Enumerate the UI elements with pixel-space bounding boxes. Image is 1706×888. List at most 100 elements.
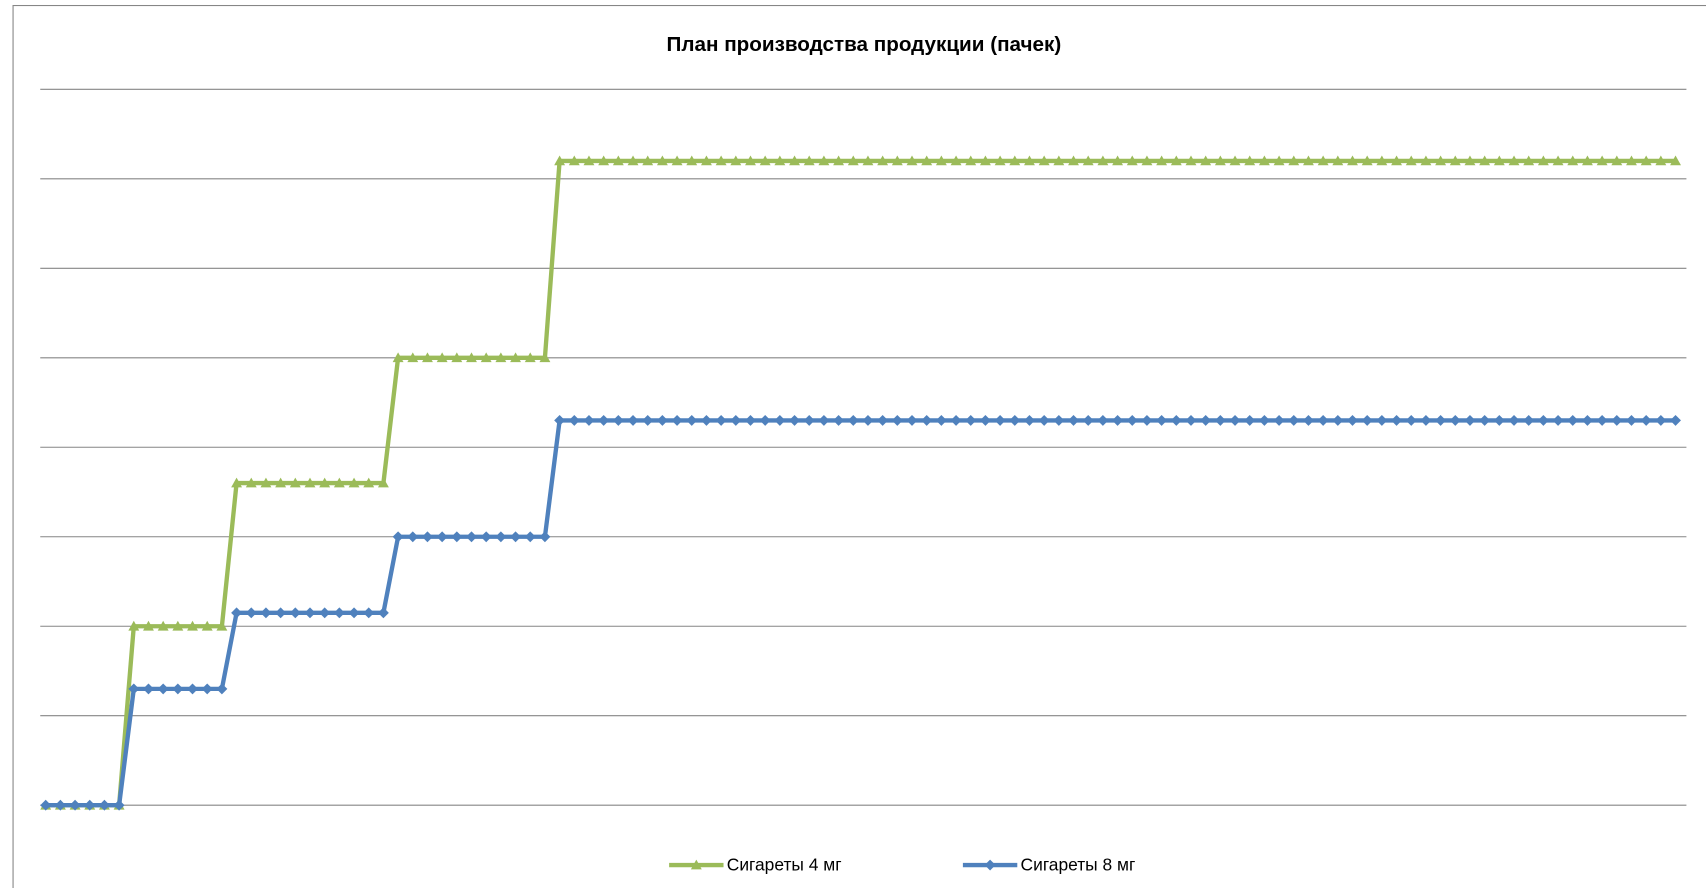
point: [862, 155, 874, 166]
point: [333, 477, 345, 488]
point: [1244, 155, 1256, 166]
point: [245, 477, 257, 488]
point: [495, 531, 507, 543]
point: [495, 352, 507, 363]
point: [436, 352, 448, 363]
point: [994, 414, 1006, 426]
point: [1523, 414, 1535, 426]
point: [377, 477, 389, 488]
point: [1670, 155, 1681, 166]
point: [1288, 155, 1300, 166]
point: [480, 531, 492, 543]
point: [656, 414, 668, 426]
point: [333, 607, 345, 619]
point: [1053, 414, 1065, 426]
point: [1464, 155, 1476, 166]
point: [1581, 414, 1593, 426]
point: [627, 414, 639, 426]
point: [745, 414, 756, 426]
point: [568, 414, 580, 426]
point: [1156, 155, 1168, 166]
point: [451, 352, 463, 363]
point: [539, 352, 551, 363]
point: [554, 155, 566, 166]
point: [1332, 155, 1344, 166]
point: [686, 155, 698, 166]
point: [1361, 155, 1373, 166]
point: [1449, 155, 1461, 166]
point: [642, 414, 654, 426]
point: [466, 531, 477, 543]
point: [1508, 155, 1520, 166]
point: [921, 155, 933, 166]
point: [583, 155, 595, 166]
point: [1214, 155, 1226, 166]
point: [965, 155, 977, 166]
point: [1596, 414, 1608, 426]
point: [436, 531, 448, 543]
point: [935, 414, 947, 426]
point: [1024, 155, 1035, 166]
point: [510, 352, 522, 363]
point: [275, 477, 287, 488]
point: [524, 531, 536, 543]
point: [187, 683, 198, 695]
point: [877, 414, 889, 426]
point: [231, 607, 243, 619]
point: [172, 683, 184, 695]
point: [1009, 414, 1021, 426]
point: [363, 607, 375, 619]
point: [1581, 155, 1593, 166]
point: [392, 531, 404, 543]
point: [231, 477, 243, 488]
point: [891, 414, 903, 426]
point: [1303, 155, 1314, 166]
point: [1640, 155, 1652, 166]
point: [1435, 155, 1447, 166]
point: [818, 155, 830, 166]
point: [172, 620, 184, 631]
point: [701, 414, 712, 426]
point: [1082, 414, 1094, 426]
point: [1068, 414, 1079, 426]
point: [1464, 414, 1476, 426]
point: [745, 155, 756, 166]
point: [891, 155, 903, 166]
point: [392, 352, 404, 363]
point: [1097, 414, 1109, 426]
point: [187, 620, 198, 631]
point: [906, 155, 918, 166]
point: [1376, 155, 1388, 166]
point: [1670, 414, 1681, 426]
point: [1552, 414, 1564, 426]
point: [950, 414, 962, 426]
point: [1523, 155, 1535, 166]
point: [1170, 155, 1182, 166]
point: [1229, 155, 1241, 166]
point: [833, 414, 845, 426]
point: [1596, 155, 1608, 166]
point: [1552, 155, 1564, 166]
series-line: [45, 158, 1676, 808]
point: [847, 414, 859, 426]
point: [686, 414, 698, 426]
point: [979, 414, 991, 426]
point: [833, 155, 845, 166]
point: [598, 414, 610, 426]
point: [774, 155, 786, 166]
point: [862, 414, 874, 426]
point: [583, 414, 595, 426]
point: [642, 155, 654, 166]
point: [759, 155, 771, 166]
point: [113, 799, 125, 811]
point: [1200, 414, 1212, 426]
point: [847, 155, 859, 166]
point: [701, 155, 712, 166]
point: [994, 155, 1006, 166]
point: [715, 414, 727, 426]
point: [539, 531, 551, 543]
point: [1493, 414, 1505, 426]
point: [1258, 155, 1270, 166]
point: [451, 531, 463, 543]
